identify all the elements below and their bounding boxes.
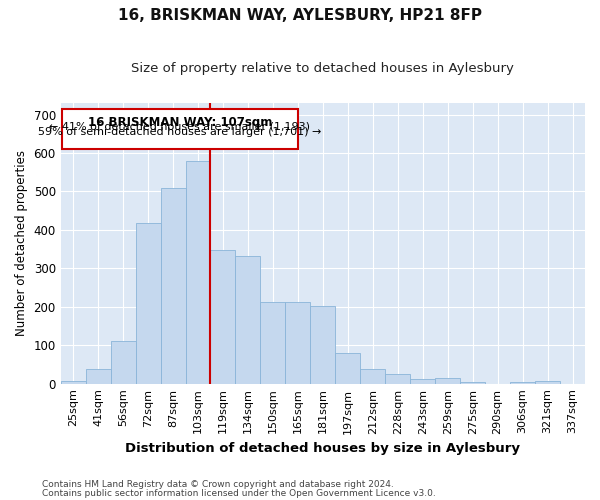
- Bar: [61, 380, 86, 384]
- Bar: [86, 369, 110, 384]
- Bar: [460, 382, 485, 384]
- Bar: [335, 353, 360, 384]
- Bar: [360, 369, 385, 384]
- Text: 59% of semi-detached houses are larger (1,701) →: 59% of semi-detached houses are larger (…: [38, 128, 322, 138]
- FancyBboxPatch shape: [62, 109, 298, 149]
- X-axis label: Distribution of detached houses by size in Aylesbury: Distribution of detached houses by size …: [125, 442, 520, 455]
- Text: 16 BRISKMAN WAY: 107sqm: 16 BRISKMAN WAY: 107sqm: [88, 116, 272, 128]
- Bar: [235, 256, 260, 384]
- Y-axis label: Number of detached properties: Number of detached properties: [15, 150, 28, 336]
- Text: ← 41% of detached houses are smaller (1,193): ← 41% of detached houses are smaller (1,…: [49, 122, 310, 132]
- Text: Contains HM Land Registry data © Crown copyright and database right 2024.: Contains HM Land Registry data © Crown c…: [42, 480, 394, 489]
- Bar: [535, 381, 560, 384]
- Bar: [211, 250, 235, 384]
- Text: Contains public sector information licensed under the Open Government Licence v3: Contains public sector information licen…: [42, 488, 436, 498]
- Bar: [286, 302, 310, 384]
- Title: Size of property relative to detached houses in Aylesbury: Size of property relative to detached ho…: [131, 62, 514, 76]
- Bar: [435, 378, 460, 384]
- Bar: [410, 378, 435, 384]
- Bar: [510, 382, 535, 384]
- Bar: [310, 306, 335, 384]
- Bar: [110, 340, 136, 384]
- Bar: [260, 302, 286, 384]
- Bar: [185, 162, 211, 384]
- Text: 16, BRISKMAN WAY, AYLESBURY, HP21 8FP: 16, BRISKMAN WAY, AYLESBURY, HP21 8FP: [118, 8, 482, 22]
- Bar: [385, 374, 410, 384]
- Bar: [161, 188, 185, 384]
- Bar: [136, 223, 161, 384]
